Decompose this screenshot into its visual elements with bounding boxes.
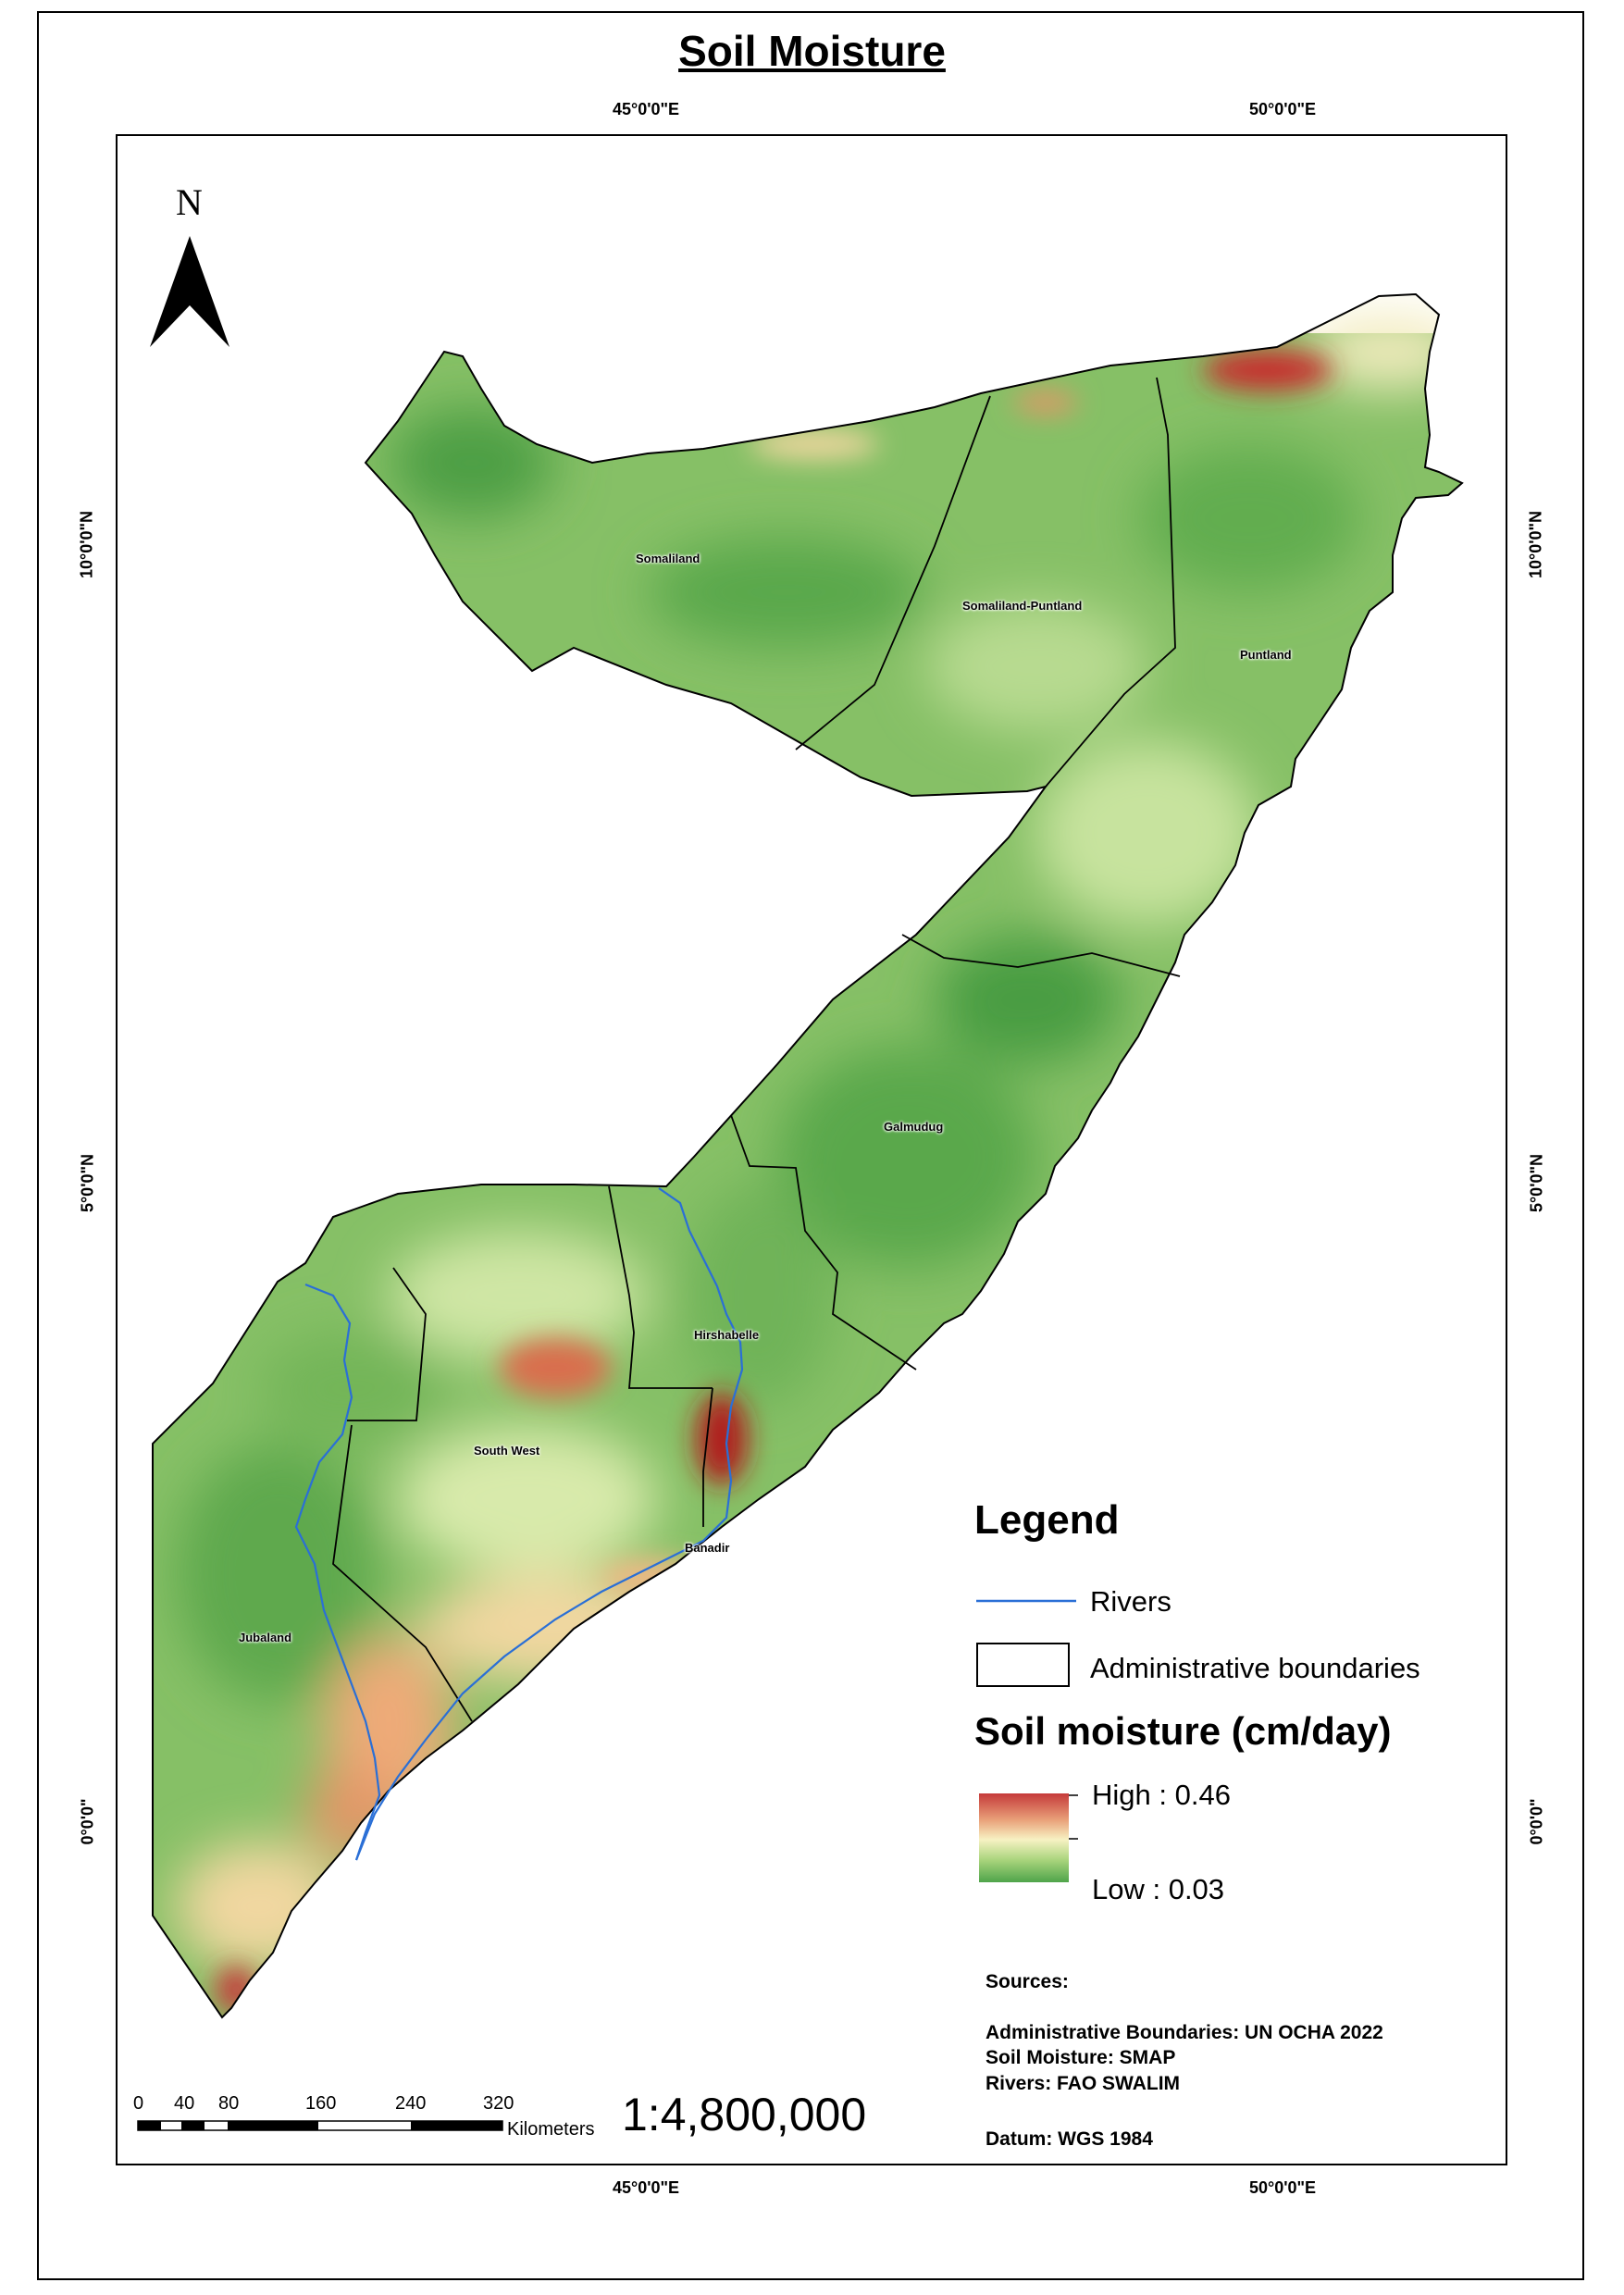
- scale-ratio: 1:4,800,000: [622, 2089, 867, 2140]
- legend-title: Legend: [974, 1497, 1120, 1543]
- graticule-bottom-45e: 45°0'0"E: [613, 2178, 680, 2197]
- sources-heading: Sources:: [986, 1971, 1069, 1992]
- region-label-hirshabelle: Hirshabelle: [694, 1328, 760, 1342]
- graticule-bottom-50e: 50°0'0"E: [1249, 2178, 1317, 2197]
- region-label-somaliland-puntland: Somaliland-Puntland: [962, 599, 1083, 613]
- soil-moisture-color-ramp: [979, 1793, 1069, 1882]
- source-soil: Soil Moisture: SMAP: [986, 2047, 1176, 2068]
- region-label-banadir: Banadir: [685, 1541, 730, 1555]
- scale-tick-160: 160: [305, 2093, 337, 2114]
- scale-unit-label: Kilometers: [507, 2119, 595, 2140]
- legend-boundaries-label: Administrative boundaries: [1090, 1652, 1420, 1684]
- map-frame: [116, 134, 1507, 2165]
- scale-tick-80: 80: [218, 2093, 240, 2114]
- legend-high-label: High : 0.46: [1092, 1779, 1231, 1811]
- region-label-jubaland: Jubaland: [239, 1631, 292, 1644]
- region-label-puntland: Puntland: [1240, 648, 1292, 662]
- graticule-top-45e: 45°0'0"E: [613, 100, 680, 118]
- source-datum: Datum: WGS 1984: [986, 2128, 1153, 2150]
- scale-tick-0: 0: [133, 2093, 144, 2114]
- ramp-tick-marks: [1069, 1794, 1078, 1840]
- page-frame: [37, 11, 1584, 2280]
- region-label-somaliland: Somaliland: [636, 552, 700, 565]
- graticule-top-50e: 50°0'0"E: [1249, 100, 1317, 118]
- scale-tick-40: 40: [174, 2093, 195, 2114]
- legend-rivers-label: Rivers: [1090, 1585, 1172, 1618]
- scale-tick-240: 240: [395, 2093, 427, 2114]
- map-title: Soil Moisture: [678, 27, 946, 75]
- scale-tick-320: 320: [483, 2093, 514, 2114]
- river-legend-symbol: [976, 1599, 1076, 1603]
- soil-moisture-legend-title: Soil moisture (cm/day): [974, 1709, 1392, 1753]
- scale-bar: [137, 2120, 503, 2131]
- region-label-galmudug: Galmudug: [884, 1120, 944, 1134]
- north-arrow-icon: [150, 236, 229, 347]
- source-admin: Administrative Boundaries: UN OCHA 2022: [986, 2022, 1383, 2043]
- boundary-legend-symbol: [976, 1643, 1070, 1687]
- region-label-south-west: South West: [474, 1444, 540, 1458]
- north-label: N: [176, 181, 203, 223]
- legend-low-label: Low : 0.03: [1092, 1873, 1225, 1905]
- source-rivers: Rivers: FAO SWALIM: [986, 2073, 1181, 2094]
